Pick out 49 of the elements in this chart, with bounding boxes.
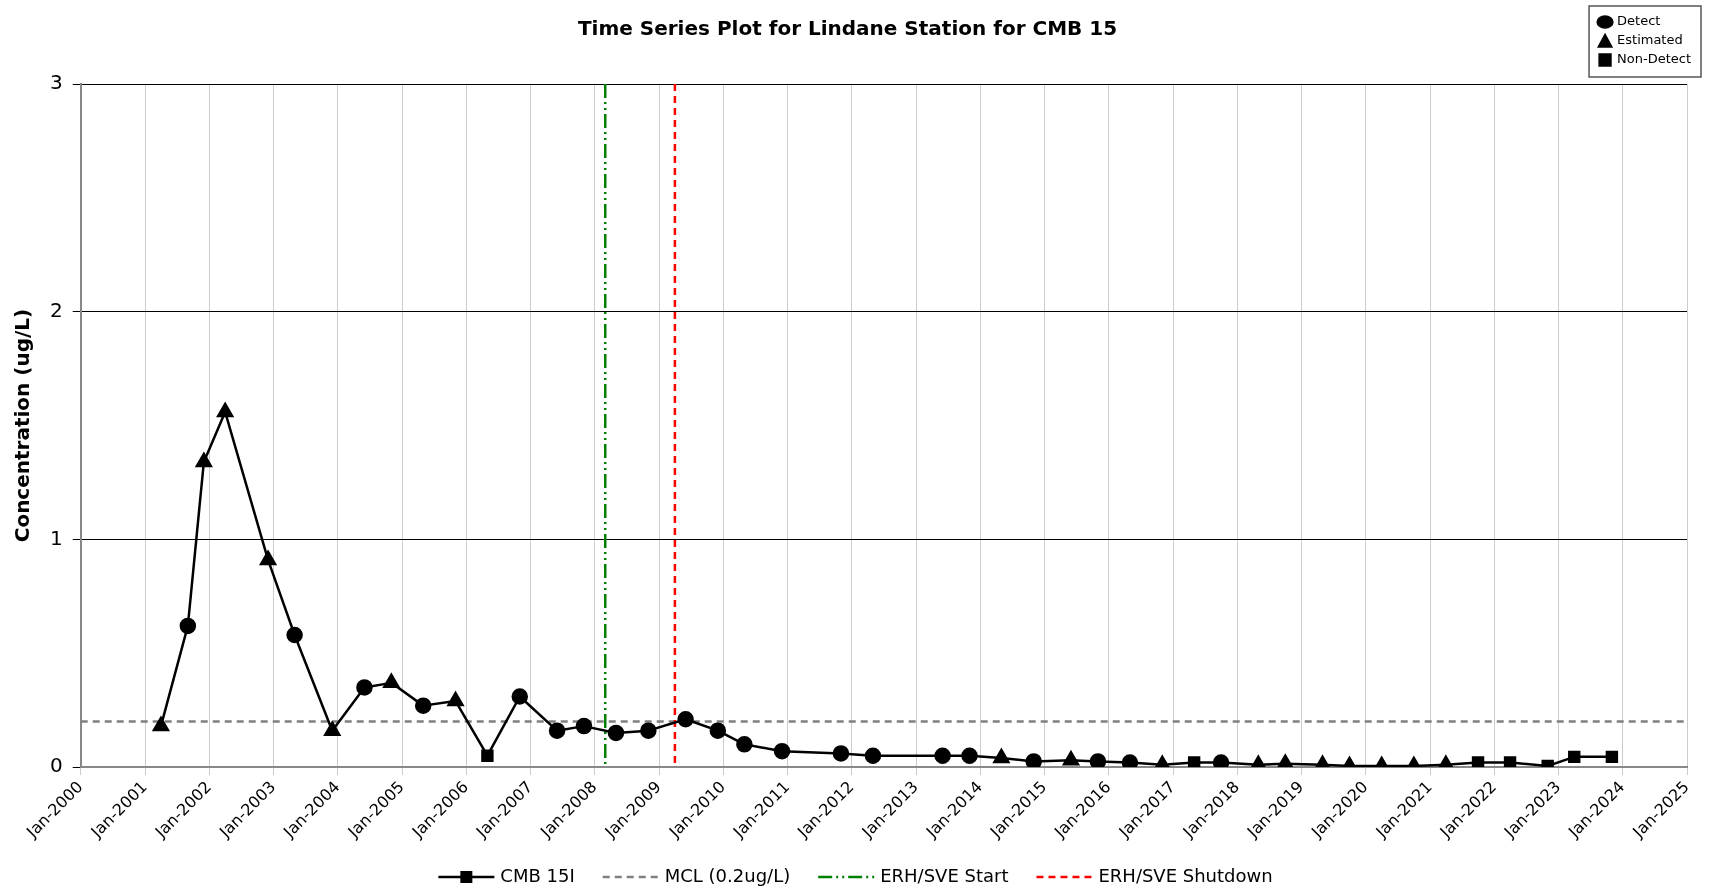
point [773, 742, 791, 760]
point [736, 736, 753, 753]
point [216, 402, 234, 418]
point [993, 748, 1010, 764]
point [1503, 756, 1517, 768]
point [286, 626, 303, 644]
point [511, 688, 529, 705]
point [259, 550, 277, 566]
point [481, 749, 494, 762]
y-tick-label: 0 [49, 753, 63, 778]
legend-label: CMB 15I [500, 864, 575, 886]
point [383, 673, 400, 689]
point [1121, 754, 1139, 768]
point [832, 745, 850, 762]
point [447, 691, 464, 707]
y-tick-label: 3 [49, 70, 63, 95]
point [179, 617, 197, 635]
legend-label: ERH/SVE Shutdown [1098, 864, 1273, 886]
point [607, 724, 625, 742]
point [195, 452, 213, 468]
point [414, 697, 432, 714]
point [1605, 750, 1619, 764]
point [677, 711, 694, 728]
point [961, 747, 978, 764]
point [575, 717, 593, 735]
point [324, 721, 341, 736]
y-axis-title: Concentration (ug/L) [10, 308, 35, 543]
point [864, 747, 882, 764]
point [1471, 756, 1485, 768]
point [356, 679, 373, 696]
point [1212, 754, 1230, 768]
chart-title: Time Series Plot for Lindane Station for CMB 15 [577, 16, 1118, 41]
legend-label: Estimated [1617, 32, 1683, 48]
y-tick-label: 2 [49, 297, 63, 322]
point [640, 722, 657, 739]
point [709, 722, 727, 739]
point [1025, 753, 1042, 768]
y-tick-label: 1 [49, 525, 63, 550]
legend-label: ERH/SVE Start [880, 864, 1009, 886]
legend-label: MCL (0.2ug/L) [664, 864, 791, 886]
point [1062, 751, 1080, 766]
point [1187, 756, 1201, 768]
point [548, 722, 566, 739]
legend-label: Non-Detect [1617, 51, 1692, 67]
point [1089, 753, 1107, 768]
point [1568, 750, 1581, 764]
point [152, 716, 170, 732]
point [934, 747, 951, 764]
legend-label: Detect [1617, 13, 1661, 29]
